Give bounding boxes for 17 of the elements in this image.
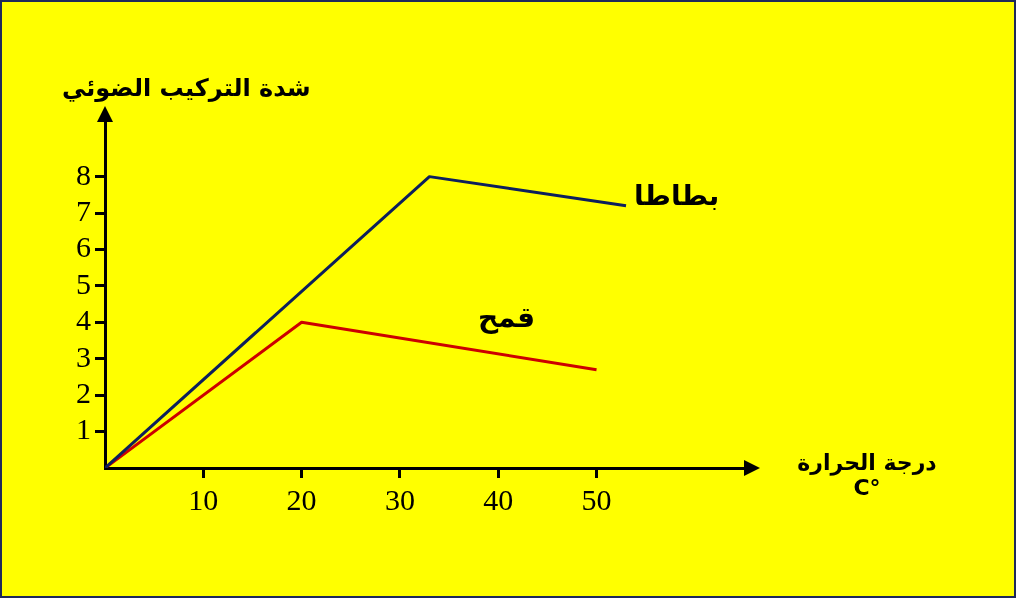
x-axis-title: درجة الحرارة °C	[796, 450, 938, 500]
y-tick-label: 8	[76, 157, 91, 191]
y-tick-label: 4	[76, 303, 91, 337]
y-axis-title: شدة التركيب الضوئي	[62, 74, 311, 102]
y-tick-label: 7	[76, 193, 91, 227]
x-tick-label: 30	[384, 482, 415, 516]
y-tick-label: 3	[76, 339, 91, 373]
x-tick-label: 40	[483, 482, 514, 516]
series-label: قمح	[477, 300, 536, 334]
x-tick-label: 20	[286, 482, 317, 516]
x-tick-label: 10	[188, 482, 219, 516]
y-tick-label: 6	[76, 230, 91, 264]
series-label: بطاطا	[634, 179, 720, 213]
y-tick-label: 2	[76, 376, 91, 410]
x-tick-label: 50	[581, 482, 612, 516]
y-tick-label: 1	[76, 412, 91, 446]
y-tick-label: 5	[76, 266, 91, 300]
